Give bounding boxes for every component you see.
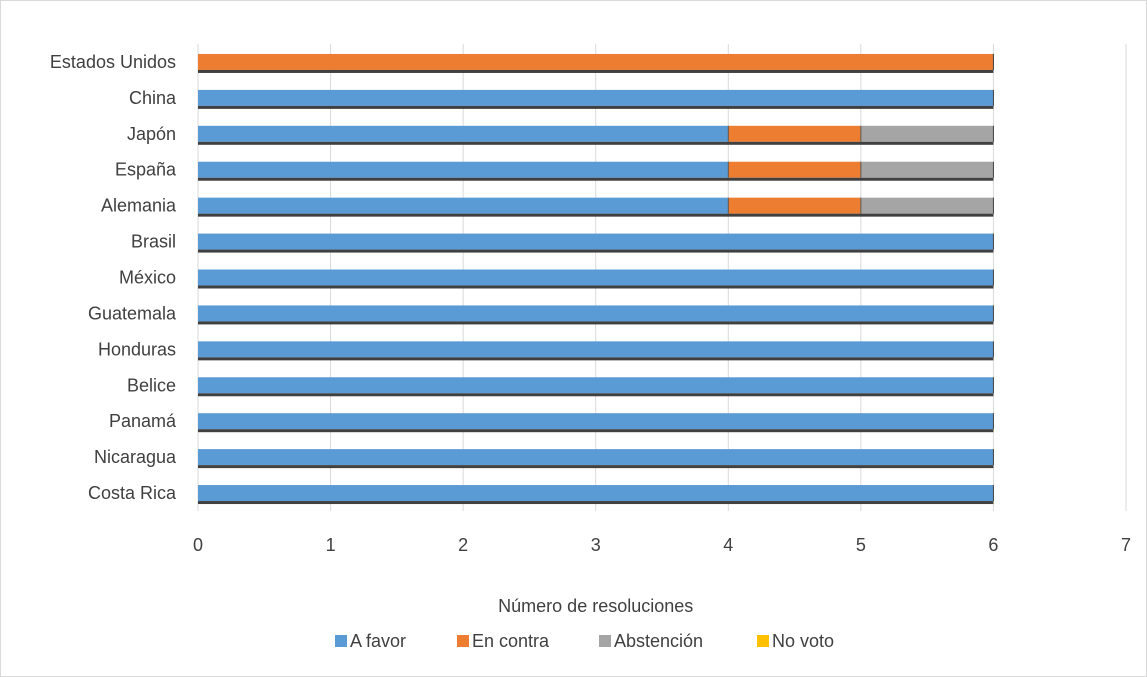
- legend-swatch-no-voto: [757, 635, 769, 647]
- x-tick-label: 0: [193, 535, 203, 555]
- bar-japón-a-favor: [198, 125, 729, 142]
- x-axis-title: Número de resoluciones: [498, 596, 693, 616]
- x-tick-label: 4: [723, 535, 733, 555]
- bar-shadow: [198, 105, 994, 109]
- category-label: Nicaragua: [94, 447, 177, 467]
- bar-belice-a-favor: [198, 377, 994, 394]
- bar-japón-en-contra: [728, 125, 861, 142]
- bar-shadow: [198, 357, 994, 361]
- bars: [198, 53, 994, 505]
- category-labels: Estados Unidos China Japón España Alemania Br…: [50, 52, 177, 503]
- legend-swatch-a-favor: [335, 635, 347, 647]
- bar-españa-abstención: [860, 161, 994, 178]
- legend: A favor En contra Abstención No voto: [335, 631, 834, 651]
- legend-label: Abstención: [614, 631, 703, 651]
- bar-méxico-a-favor: [198, 269, 994, 286]
- bar-shadow: [198, 249, 994, 253]
- bar-guatemala-a-favor: [198, 305, 994, 322]
- category-label: Belice: [127, 375, 176, 395]
- x-tick-label: 3: [591, 535, 601, 555]
- bar-estados-unidos-en-contra: [198, 53, 994, 70]
- bar-shadow: [198, 285, 994, 289]
- bar-shadow: [198, 69, 994, 73]
- category-label: Costa Rica: [88, 483, 177, 503]
- bar-shadow: [198, 501, 994, 505]
- legend-label: No voto: [772, 631, 834, 651]
- bar-alemania-abstención: [860, 197, 994, 214]
- category-label: Guatemala: [88, 303, 177, 323]
- bar-shadow: [198, 321, 994, 325]
- bar-honduras-a-favor: [198, 341, 994, 358]
- x-tick-label: 6: [988, 535, 998, 555]
- bar-shadow: [198, 213, 994, 217]
- legend-label: En contra: [472, 631, 550, 651]
- category-label: Japón: [127, 124, 176, 144]
- category-label: Panamá: [109, 411, 177, 431]
- category-label: Estados Unidos: [50, 52, 176, 72]
- category-label: Alemania: [101, 196, 177, 216]
- bar-china-a-favor: [198, 89, 994, 106]
- x-tick-labels: 0 1 2 3 4 5 6 7: [193, 535, 1131, 555]
- bar-panamá-a-favor: [198, 413, 994, 430]
- legend-swatch-abstención: [599, 635, 611, 647]
- bar-españa-en-contra: [728, 161, 861, 178]
- bar-shadow: [198, 393, 994, 397]
- x-tick-label: 2: [458, 535, 468, 555]
- bar-shadow: [198, 465, 994, 469]
- category-label: Honduras: [98, 339, 176, 359]
- category-label: Brasil: [131, 232, 176, 252]
- legend-label: A favor: [350, 631, 406, 651]
- x-tick-label: 7: [1121, 535, 1131, 555]
- bar-shadow: [198, 429, 994, 433]
- category-label: México: [119, 268, 176, 288]
- x-tick-label: 1: [326, 535, 336, 555]
- x-tick-label: 5: [856, 535, 866, 555]
- bar-brasil-a-favor: [198, 233, 994, 250]
- bar-shadow: [198, 177, 994, 181]
- bar-costa-rica-a-favor: [198, 485, 994, 502]
- legend-swatch-en-contra: [457, 635, 469, 647]
- category-label: China: [129, 88, 177, 108]
- bar-shadow: [198, 141, 994, 145]
- bar-alemania-a-favor: [198, 197, 729, 214]
- bar-alemania-en-contra: [728, 197, 861, 214]
- category-label: España: [115, 160, 177, 180]
- bar-japón-abstención: [860, 125, 994, 142]
- bar-nicaragua-a-favor: [198, 449, 994, 466]
- bar-españa-a-favor: [198, 161, 729, 178]
